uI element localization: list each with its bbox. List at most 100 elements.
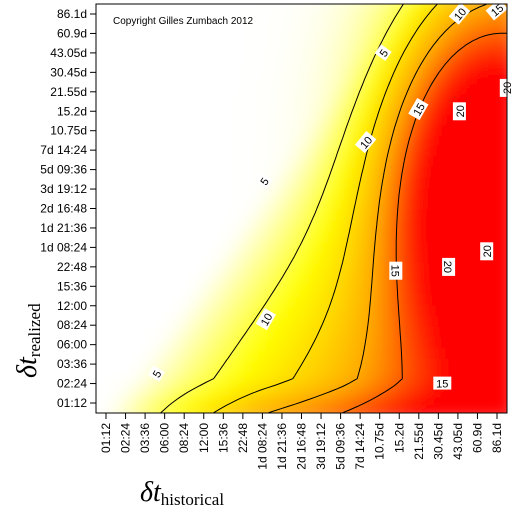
heat-cell bbox=[194, 15, 206, 28]
x-tick-label: 3d 19:12 bbox=[314, 423, 328, 470]
heat-cell bbox=[462, 240, 475, 252]
heat-cell bbox=[323, 90, 335, 103]
heat-cell bbox=[118, 176, 131, 188]
heat-cell bbox=[108, 390, 120, 402]
heat-cell bbox=[172, 122, 184, 135]
heat-cell bbox=[129, 379, 141, 391]
heat-cell bbox=[312, 58, 324, 70]
heat-cell bbox=[215, 272, 227, 284]
heat-cell bbox=[290, 80, 303, 92]
heat-cell bbox=[495, 262, 507, 274]
heat-cell bbox=[151, 155, 163, 167]
heat-cell bbox=[140, 219, 152, 231]
heat-cell bbox=[495, 251, 507, 263]
heat-cell bbox=[495, 304, 507, 317]
heat-cell bbox=[462, 219, 475, 231]
heat-cell bbox=[226, 401, 238, 413]
heat-cell bbox=[140, 155, 152, 167]
heat-cell bbox=[215, 37, 227, 49]
x-tick-label: 5d 09:36 bbox=[334, 423, 348, 470]
heat-cell bbox=[161, 80, 174, 92]
heat-cell bbox=[237, 219, 249, 231]
heat-cell bbox=[269, 48, 281, 60]
heat-cell bbox=[323, 347, 335, 359]
heat-cell bbox=[226, 90, 238, 103]
heat-cell bbox=[129, 347, 141, 359]
heat-cell bbox=[108, 5, 120, 17]
heat-cell bbox=[323, 304, 335, 317]
heat-cell bbox=[484, 165, 496, 177]
heat-cell bbox=[409, 15, 421, 28]
heat-cell bbox=[376, 390, 389, 402]
heat-cell bbox=[96, 144, 98, 156]
heat-cell bbox=[409, 272, 421, 284]
heat-cell bbox=[172, 80, 184, 92]
y-tick-label: 03:36 bbox=[57, 357, 87, 371]
heat-cell bbox=[409, 251, 421, 263]
heat-cell bbox=[366, 80, 378, 92]
heat-cell bbox=[97, 315, 109, 327]
heat-cell bbox=[204, 262, 217, 274]
heat-cell bbox=[344, 155, 356, 167]
heat-cell bbox=[215, 122, 227, 135]
heat-cell bbox=[129, 304, 141, 317]
heat-cell bbox=[312, 336, 324, 349]
heat-cell bbox=[430, 358, 442, 370]
heat-cell bbox=[140, 208, 152, 220]
heat-cell bbox=[441, 112, 453, 124]
heat-cell bbox=[129, 251, 141, 263]
heat-cell bbox=[280, 26, 292, 38]
heat-cell bbox=[430, 112, 442, 124]
heat-cell bbox=[172, 272, 184, 284]
heat-cell bbox=[301, 48, 313, 60]
heat-cell bbox=[505, 251, 507, 263]
heat-cell bbox=[204, 294, 217, 306]
heat-cell bbox=[505, 240, 507, 252]
heat-cell bbox=[226, 37, 238, 49]
heat-cell bbox=[290, 37, 303, 49]
heat-cell bbox=[194, 294, 206, 306]
heat-cell bbox=[290, 112, 303, 124]
y-tick-label: 08:24 bbox=[57, 318, 87, 332]
heat-cell bbox=[183, 390, 195, 402]
heat-cell bbox=[344, 133, 356, 145]
heat-cell bbox=[452, 283, 464, 295]
heat-cell bbox=[118, 326, 131, 338]
heat-cell bbox=[333, 379, 346, 391]
heat-cell bbox=[140, 15, 152, 28]
heat-cell bbox=[247, 58, 260, 70]
heat-cell bbox=[505, 133, 507, 145]
heat-cell bbox=[366, 240, 378, 252]
heat-cell bbox=[269, 294, 281, 306]
heat-cell bbox=[226, 155, 238, 167]
contour-label: 20 bbox=[452, 102, 467, 121]
heat-cell bbox=[194, 326, 206, 338]
heat-cell bbox=[398, 304, 410, 317]
heat-cell bbox=[419, 58, 432, 70]
heat-cell bbox=[215, 15, 227, 28]
heat-cell bbox=[323, 101, 335, 113]
heat-cell bbox=[215, 358, 227, 370]
heat-cell bbox=[183, 401, 195, 413]
heat-cell bbox=[441, 15, 453, 28]
heat-cell bbox=[97, 80, 109, 92]
heat-cell bbox=[237, 112, 249, 124]
heat-cell bbox=[301, 251, 313, 263]
heat-cell bbox=[452, 304, 464, 317]
heat-cell bbox=[452, 90, 464, 103]
heat-cell bbox=[269, 80, 281, 92]
heat-cell bbox=[151, 251, 163, 263]
heat-cell bbox=[151, 80, 163, 92]
heat-cell bbox=[118, 336, 131, 349]
heat-cell bbox=[409, 283, 421, 295]
heat-cell bbox=[118, 5, 131, 17]
heat-cell bbox=[237, 80, 249, 92]
heat-cell bbox=[301, 390, 313, 402]
heat-cell bbox=[355, 155, 367, 167]
y-axis-title: δtrealized bbox=[12, 303, 44, 378]
heat-cell bbox=[183, 133, 195, 145]
heat-cell bbox=[333, 15, 346, 28]
heat-cell bbox=[441, 294, 453, 306]
heat-cell bbox=[280, 390, 292, 402]
heat-cell bbox=[172, 379, 184, 391]
